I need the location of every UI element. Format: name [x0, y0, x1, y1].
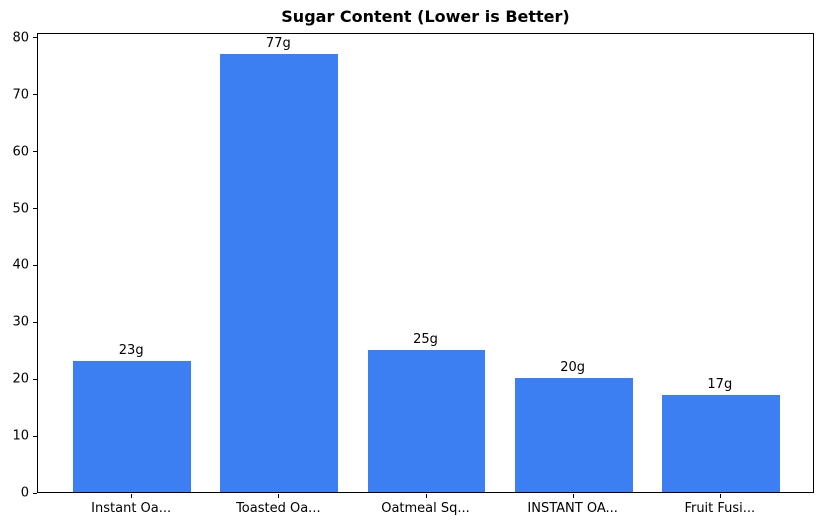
x-tick-label: Toasted Oa... [236, 501, 321, 516]
y-tick-label: 60 [12, 144, 29, 160]
y-tick-label: 0 [20, 485, 29, 501]
bar-value-label: 17g [707, 377, 733, 393]
bar [220, 53, 339, 492]
x-tick-mark [425, 494, 427, 498]
x-tick-mark [572, 494, 574, 498]
x-tick-mark [719, 494, 721, 498]
y-tick-mark [33, 321, 37, 323]
y-tick-mark [33, 264, 37, 266]
y-tick-label: 30 [12, 314, 29, 330]
bar-value-label: 23g [118, 343, 144, 359]
bar [367, 349, 486, 492]
y-tick-label: 70 [12, 87, 29, 103]
x-tick-mark [131, 494, 133, 498]
y-tick-label: 80 [12, 30, 29, 46]
bar-value-label: 77g [265, 35, 291, 51]
y-tick-mark [33, 94, 37, 96]
y-tick-label: 10 [12, 428, 29, 444]
x-tick-label: Instant Oa... [91, 501, 172, 516]
bar [661, 395, 780, 492]
bar-value-label: 25g [413, 331, 438, 347]
x-tick-label: INSTANT OA... [527, 501, 618, 516]
y-tick-mark [33, 37, 37, 39]
bar [514, 378, 633, 492]
y-tick-label: 50 [12, 201, 29, 217]
y-tick-mark [33, 492, 37, 494]
y-tick-mark [33, 435, 37, 437]
x-tick-mark [278, 494, 280, 498]
x-tick-label: Oatmeal Sq... [381, 501, 470, 516]
y-tick-label: 40 [12, 257, 29, 273]
y-tick-label: 20 [12, 371, 29, 387]
bar [73, 361, 192, 492]
y-tick-mark [33, 208, 37, 210]
chart-title: Sugar Content (Lower is Better) [281, 7, 570, 26]
plot-area [37, 33, 814, 493]
x-tick-label: Fruit Fusi... [684, 501, 756, 516]
y-tick-mark [33, 378, 37, 380]
y-tick-mark [33, 151, 37, 153]
bar-value-label: 20g [560, 360, 586, 376]
